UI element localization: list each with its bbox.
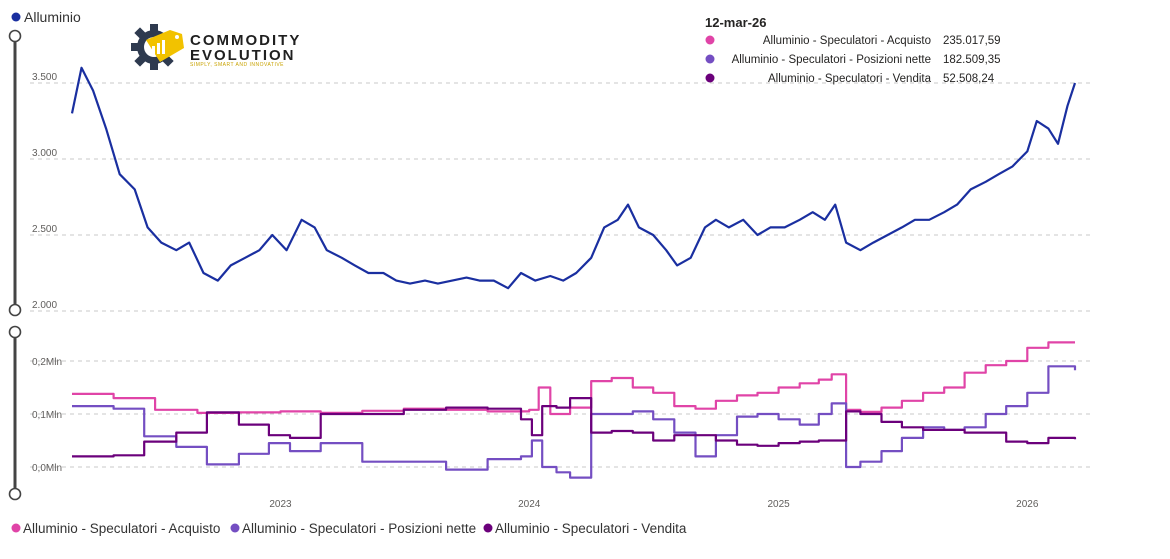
upper-gridlines xyxy=(30,82,1090,312)
x-tick-label: 2024 xyxy=(518,499,541,510)
x-tick-label: 2023 xyxy=(269,499,292,510)
price-tag-icon xyxy=(146,30,184,62)
lower-y-axis: 0,0Mln 0,1Mln 0,2Mln xyxy=(32,357,62,474)
upper-slider-handle-bottom[interactable] xyxy=(8,303,22,317)
lower-plot-area xyxy=(72,341,1077,479)
upper-plot-area xyxy=(70,66,1077,290)
company-logo: COMMODITY EVOLUTION SIMPLY, SMART AND IN… xyxy=(131,24,301,70)
logo-tagline: SIMPLY, SMART AND INNOVATIVE xyxy=(190,62,284,68)
legend-item[interactable]: Alluminio - Speculatori - Acquisto xyxy=(11,521,221,536)
upper-y-tick-label: 3.500 xyxy=(32,72,57,83)
legend-marker xyxy=(230,523,240,533)
legend-marker xyxy=(483,523,493,533)
tooltip-value: 235.017,59 xyxy=(943,35,1001,47)
range-slider[interactable] xyxy=(8,29,22,501)
tooltip-marker xyxy=(705,35,715,45)
series-title: Alluminio xyxy=(11,9,81,25)
x-tick-label: 2026 xyxy=(1016,499,1039,510)
legend: Alluminio - Speculatori - Acquisto Allumi… xyxy=(11,521,687,536)
lower-y-tick-label: 0,0Mln xyxy=(32,463,62,474)
tooltip-label: Alluminio - Speculatori - Posizioni nett… xyxy=(732,54,931,66)
series-line-posizioni-nette xyxy=(72,365,1077,479)
tooltip-marker xyxy=(705,54,715,64)
series-line-alluminio xyxy=(70,66,1077,290)
x-tick-label: 2025 xyxy=(767,499,790,510)
upper-slider-handle-top[interactable] xyxy=(8,29,22,43)
series-title-text: Alluminio xyxy=(24,9,81,25)
tooltip-label: Alluminio - Speculatori - Acquisto xyxy=(763,35,931,47)
series-title-marker xyxy=(11,12,21,22)
upper-y-axis: 2.000 2.500 3.000 3.500 xyxy=(32,72,57,311)
x-axis: 2023 2024 2025 2026 xyxy=(269,499,1038,510)
legend-item[interactable]: Alluminio - Speculatori - Posizioni nett… xyxy=(230,521,477,536)
logo-line1: COMMODITY xyxy=(190,32,301,49)
tooltip-label: Alluminio - Speculatori - Vendita xyxy=(768,73,932,85)
series-line-acquisto xyxy=(72,341,1075,416)
upper-y-tick-label: 2.500 xyxy=(32,224,57,235)
legend-label: Alluminio - Speculatori - Posizioni nett… xyxy=(242,521,476,536)
tooltip-value: 182.509,35 xyxy=(943,54,1001,66)
lower-slider-handle-top[interactable] xyxy=(8,325,22,339)
upper-y-tick-label: 2.000 xyxy=(32,300,57,311)
series-line-vendita xyxy=(72,397,1077,458)
lower-slider-handle-bottom[interactable] xyxy=(8,487,22,501)
legend-label: Alluminio - Speculatori - Vendita xyxy=(495,521,687,536)
lower-y-tick-label: 0,2Mln xyxy=(32,357,62,368)
tooltip: 12-mar-26 Alluminio - Speculatori - Acqu… xyxy=(705,15,1001,85)
legend-marker xyxy=(11,523,21,533)
lower-chart: 0,0Mln 0,1Mln 0,2Mln 2023 2024 2025 2026 xyxy=(30,341,1090,510)
tooltip-value: 52.508,24 xyxy=(943,73,995,85)
tooltip-marker xyxy=(705,73,715,83)
upper-y-tick-label: 3.000 xyxy=(32,148,57,159)
tooltip-date: 12-mar-26 xyxy=(705,15,766,30)
upper-chart: 2.000 2.500 3.000 3.500 xyxy=(30,66,1090,312)
lower-y-tick-label: 0,1Mln xyxy=(32,410,62,421)
logo-line2: EVOLUTION xyxy=(190,47,296,64)
legend-item[interactable]: Alluminio - Speculatori - Vendita xyxy=(483,521,687,536)
legend-label: Alluminio - Speculatori - Acquisto xyxy=(23,521,220,536)
